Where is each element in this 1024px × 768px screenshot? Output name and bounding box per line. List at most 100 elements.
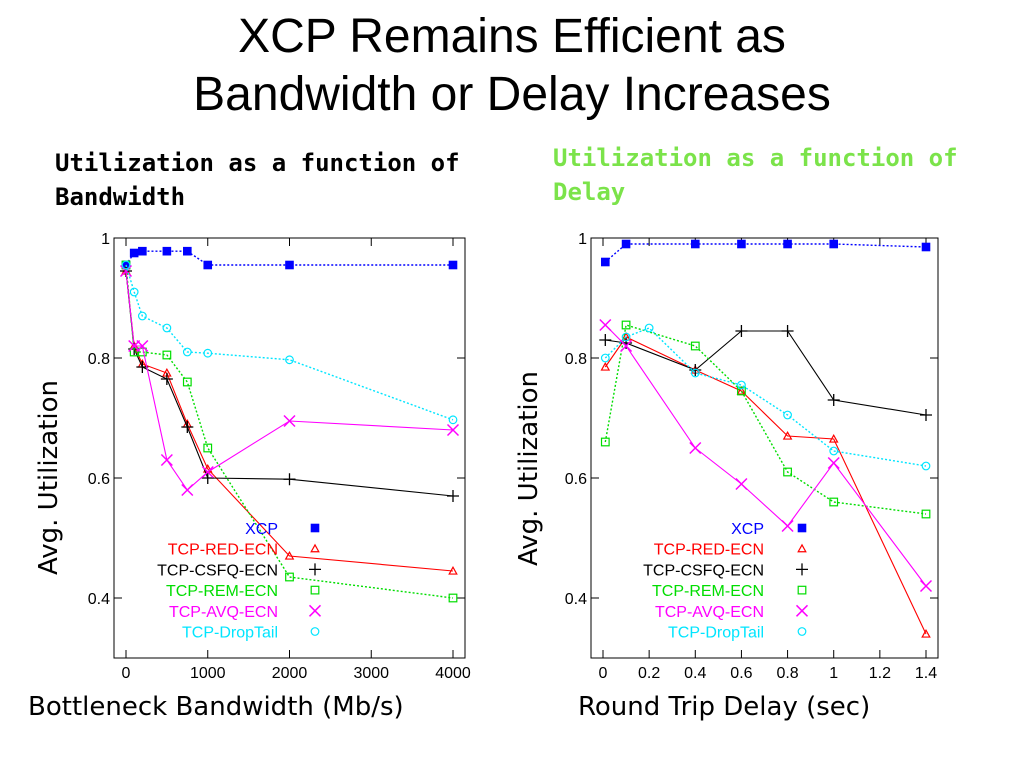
slide-title-line-1: XCP Remains Efficient as bbox=[238, 10, 786, 63]
bandwidth-point-tcp-droptail bbox=[182, 347, 192, 357]
delay-point-xcp bbox=[690, 239, 700, 249]
bandwidth-point-xcp bbox=[448, 260, 458, 270]
bandwidth-point-xcp bbox=[129, 248, 139, 258]
bandwidth-point-tcp-avq-ecn bbox=[446, 423, 460, 437]
delay-point-tcp-avq-ecn bbox=[689, 441, 702, 455]
delay-y-tick-label: 1 bbox=[578, 231, 587, 248]
bandwidth-point-tcp-avq-ecn bbox=[201, 465, 214, 479]
bandwidth-legend-label: TCP-AVQ-ECN bbox=[169, 604, 278, 621]
delay-point-tcp-red-ecn bbox=[736, 385, 747, 395]
left-chart-heading: Utilization as a function of Bandwidth bbox=[55, 149, 460, 211]
bandwidth-point-tcp-droptail bbox=[121, 260, 131, 270]
bandwidth-y-tick-label: 0.6 bbox=[88, 471, 110, 488]
delay-point-tcp-avq-ecn bbox=[599, 318, 612, 332]
delay-point-tcp-droptail bbox=[621, 332, 631, 342]
bandwidth-point-tcp-rem-ecn bbox=[182, 377, 192, 387]
bandwidth-point-tcp-avq-ecn bbox=[160, 453, 173, 467]
bandwidth-y-tick-label: 1 bbox=[101, 231, 110, 248]
bandwidth-x-tick-label: 4000 bbox=[435, 665, 471, 682]
delay-legend-marker bbox=[797, 523, 807, 533]
bandwidth-point-tcp-droptail bbox=[129, 287, 139, 297]
delay-legend-marker bbox=[797, 627, 807, 636]
delay-point-tcp-rem-ecn bbox=[621, 320, 631, 330]
delay-x-tick-label: 1.4 bbox=[915, 665, 937, 682]
bandwidth-point-tcp-rem-ecn bbox=[448, 593, 458, 603]
bandwidth-point-tcp-avq-ecn bbox=[283, 414, 296, 428]
bandwidth-chart-x-axis-label: Bottleneck Bandwidth (Mb/s) bbox=[28, 692, 404, 722]
bandwidth-line-tcp-avq-ecn bbox=[125, 270, 454, 491]
delay-point-tcp-avq-ecn bbox=[827, 456, 840, 470]
delay-legend-label: XCP bbox=[731, 521, 764, 538]
delay-point-tcp-droptail bbox=[644, 323, 654, 333]
delay-point-tcp-red-ecn bbox=[782, 430, 793, 440]
bandwidth-point-tcp-avq-ecn bbox=[181, 483, 194, 497]
bandwidth-point-tcp-red-ecn bbox=[284, 550, 295, 560]
bandwidth-point-xcp bbox=[138, 246, 147, 256]
delay-chart-x-axis-label: Round Trip Delay (sec) bbox=[578, 692, 871, 722]
delay-point-tcp-avq-ecn bbox=[919, 579, 933, 593]
bandwidth-point-tcp-csfq-ecn bbox=[181, 421, 194, 433]
right-chart-heading: Utilization as a function of Delay bbox=[553, 144, 958, 206]
bandwidth-point-tcp-csfq-ecn bbox=[201, 472, 214, 484]
bandwidth-point-xcp bbox=[285, 260, 294, 270]
bandwidth-line-tcp-rem-ecn bbox=[125, 264, 454, 599]
delay-legend-marker bbox=[795, 604, 809, 617]
delay-point-tcp-droptail bbox=[600, 353, 610, 363]
delay-legend-label: TCP-RED-ECN bbox=[654, 542, 764, 559]
delay-point-tcp-rem-ecn bbox=[600, 437, 610, 447]
delay-line-tcp-csfq-ecn bbox=[605, 330, 927, 416]
bandwidth-point-tcp-droptail bbox=[448, 415, 458, 425]
delay-x-tick-label: 0.4 bbox=[684, 665, 706, 682]
delay-point-tcp-droptail bbox=[921, 461, 931, 471]
bandwidth-series-tcp-avq-ecn bbox=[119, 264, 460, 497]
delay-point-tcp-red-ecn bbox=[921, 628, 931, 638]
delay-point-tcp-avq-ecn bbox=[781, 519, 794, 533]
bandwidth-point-xcp bbox=[203, 260, 213, 270]
delay-legend-marker bbox=[796, 563, 808, 576]
delay-point-tcp-avq-ecn bbox=[735, 477, 748, 491]
delay-legend-marker bbox=[797, 585, 807, 595]
bandwidth-legend-label: XCP bbox=[245, 521, 278, 538]
delay-legend-label: TCP-CSFQ-ECN bbox=[643, 562, 764, 579]
bandwidth-point-tcp-droptail bbox=[285, 355, 294, 365]
bandwidth-legend-marker bbox=[310, 543, 320, 553]
bandwidth-point-tcp-avq-ecn bbox=[136, 339, 149, 353]
bandwidth-point-tcp-csfq-ecn bbox=[447, 490, 459, 502]
delay-legend-marker bbox=[797, 543, 807, 553]
delay-point-xcp bbox=[737, 239, 746, 249]
delay-legend-label: TCP-AVQ-ECN bbox=[655, 604, 764, 621]
bandwidth-legend-marker bbox=[309, 563, 321, 576]
delay-x-tick-label: 0 bbox=[599, 665, 608, 682]
delay-x-tick-label: 1 bbox=[829, 665, 838, 682]
bandwidth-point-tcp-csfq-ecn bbox=[160, 373, 173, 385]
delay-series-tcp-rem-ecn bbox=[600, 320, 931, 519]
delay-line-tcp-droptail bbox=[604, 327, 927, 467]
slide-title: XCP Remains Efficient as Bandwidth or De… bbox=[0, 8, 1024, 124]
delay-point-tcp-red-ecn bbox=[600, 361, 611, 371]
delay-point-tcp-rem-ecn bbox=[783, 467, 792, 477]
delay-point-tcp-rem-ecn bbox=[829, 497, 839, 507]
delay-point-tcp-csfq-ecn bbox=[920, 409, 932, 421]
delay-legend-label: TCP-REM-ECN bbox=[652, 583, 764, 600]
bandwidth-point-tcp-red-ecn bbox=[448, 565, 458, 575]
bandwidth-x-tick-label: 3000 bbox=[353, 665, 389, 682]
delay-point-tcp-csfq-ecn bbox=[781, 325, 794, 337]
delay-point-xcp bbox=[601, 257, 610, 267]
delay-point-xcp bbox=[621, 239, 631, 249]
delay-series-tcp-red-ecn bbox=[600, 331, 931, 638]
delay-legend-label: TCP-DropTail bbox=[668, 625, 764, 642]
delay-series-tcp-csfq-ecn bbox=[599, 325, 932, 421]
bandwidth-legend-marker bbox=[308, 604, 322, 617]
delay-point-tcp-csfq-ecn bbox=[827, 394, 840, 406]
bandwidth-y-tick-label: 0.8 bbox=[88, 351, 110, 368]
delay-y-tick-label: 0.4 bbox=[565, 591, 587, 608]
delay-point-tcp-droptail bbox=[737, 380, 746, 390]
delay-series-tcp-avq-ecn bbox=[599, 318, 933, 593]
bandwidth-legend-marker bbox=[310, 627, 320, 636]
delay-x-tick-label: 1.2 bbox=[869, 665, 891, 682]
delay-series-tcp-droptail bbox=[600, 323, 931, 471]
bandwidth-legend-label: TCP-RED-ECN bbox=[168, 542, 278, 559]
delay-chart-y-axis-label: Avg. Utilization bbox=[514, 371, 544, 566]
bandwidth-legend-marker bbox=[310, 523, 320, 533]
delay-point-tcp-droptail bbox=[783, 410, 792, 420]
